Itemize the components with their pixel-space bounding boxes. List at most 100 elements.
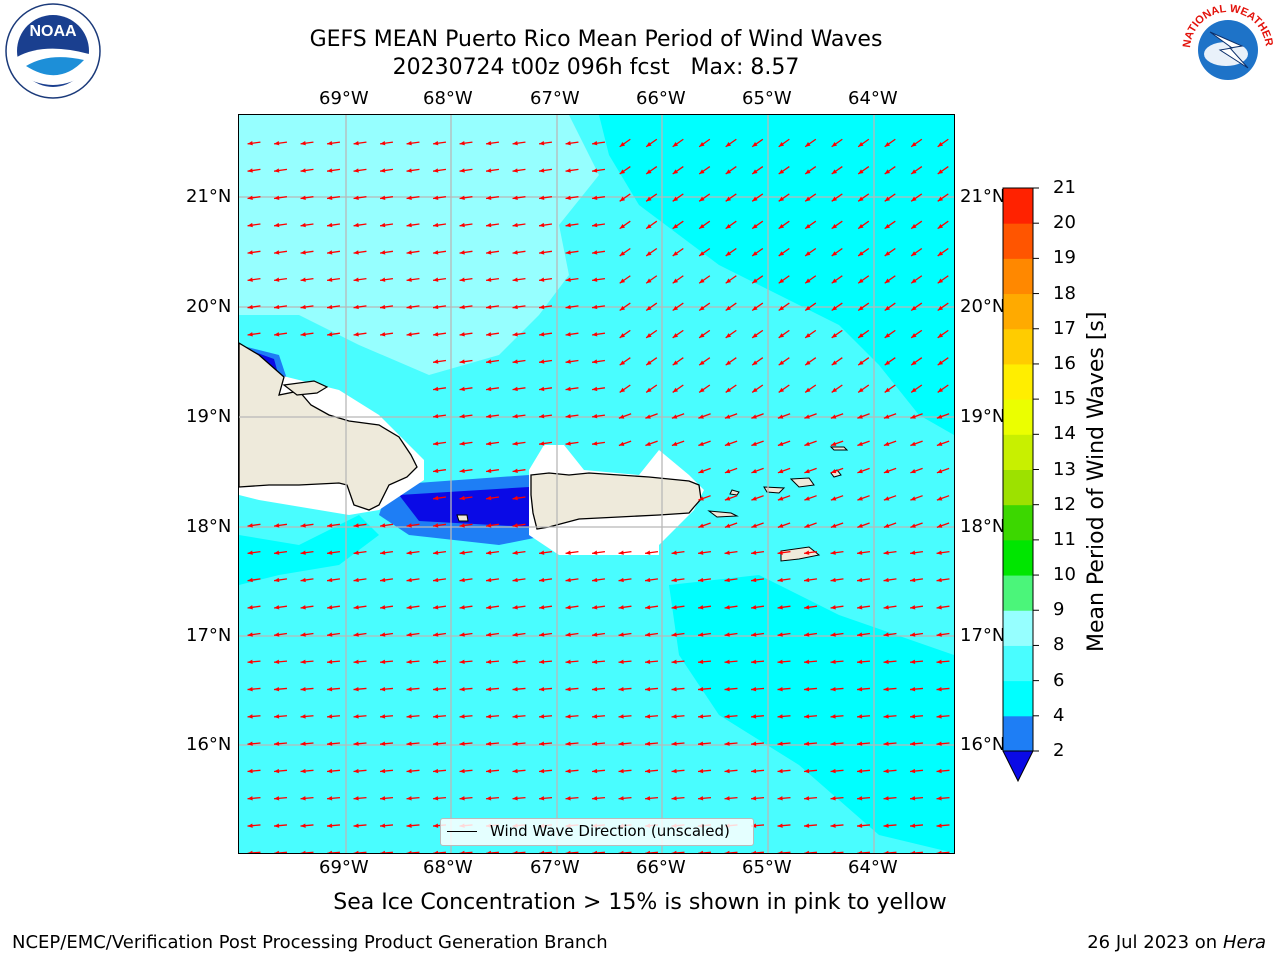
wind-wave-arrowhead — [327, 550, 333, 555]
wind-wave-arrowhead — [566, 850, 571, 853]
wind-wave-arrowhead — [301, 850, 306, 853]
wind-wave-arrowhead — [857, 577, 863, 583]
wind-wave-arrowhead — [751, 659, 757, 665]
wind-wave-arrowhead — [619, 223, 626, 229]
wind-wave-arrowhead — [698, 550, 704, 555]
colorbar-tick-label: 8 — [1053, 634, 1065, 656]
wind-wave-arrowhead — [327, 823, 333, 828]
wind-wave-arrowhead — [512, 441, 518, 446]
wind-wave-arrowhead — [539, 632, 545, 637]
wind-wave-arrowhead — [512, 796, 518, 801]
wind-wave-arrowhead — [672, 251, 679, 256]
wind-wave-arrowhead — [380, 195, 386, 200]
wind-wave-arrowhead — [883, 577, 889, 583]
wind-wave-arrowhead — [539, 386, 545, 392]
wind-wave-arrowhead — [618, 659, 624, 665]
wind-wave-arrowhead — [883, 632, 889, 637]
wind-wave-arrowhead — [751, 714, 757, 719]
wind-wave-arrowhead — [725, 387, 732, 393]
wind-wave-arrowhead — [830, 823, 836, 828]
wind-wave-arrowhead — [274, 605, 280, 610]
wind-wave-arrowhead — [910, 523, 916, 528]
wind-wave-arrowhead — [936, 441, 943, 446]
wind-wave-arrowhead — [777, 469, 784, 474]
wind-wave-arrowhead — [831, 333, 838, 338]
colorbar-segment — [1003, 258, 1033, 295]
wind-wave-arrowhead — [910, 469, 916, 474]
wind-wave-arrowhead — [725, 251, 732, 256]
wind-wave-arrowhead — [698, 469, 704, 474]
wind-wave-arrowhead — [459, 495, 465, 501]
wind-wave-arrowhead — [699, 305, 705, 311]
map-legend: Wind Wave Direction (unscaled) — [440, 818, 754, 846]
wind-wave-arrowhead — [857, 796, 863, 801]
wind-wave-arrowhead — [646, 223, 652, 229]
wind-wave-arrowhead — [592, 686, 598, 692]
wind-wave-arrowhead — [512, 768, 518, 774]
wind-wave-arrowhead — [724, 496, 731, 501]
wind-wave-arrowhead — [486, 495, 492, 501]
wind-wave-arrowhead — [353, 277, 359, 282]
wind-wave-arrowhead — [380, 304, 386, 310]
wind-wave-arrowhead — [804, 686, 810, 692]
wind-wave-arrowhead — [884, 850, 889, 853]
wind-wave-arrowhead — [777, 768, 783, 774]
wind-wave-arrowhead — [327, 195, 333, 200]
wind-wave-arrowhead — [778, 169, 785, 175]
wind-wave-arrow — [538, 851, 553, 853]
wind-wave-arrowhead — [433, 796, 439, 801]
wind-wave-arrowhead — [804, 823, 810, 828]
wind-wave-arrow — [856, 851, 871, 853]
wind-wave-arrowhead — [911, 387, 917, 393]
footer-machine: Hera — [1222, 932, 1266, 953]
wind-wave-arrowhead — [725, 360, 732, 366]
wind-wave-arrowhead — [936, 605, 942, 610]
wind-wave-arrowhead — [725, 305, 732, 311]
wind-wave-arrowhead — [618, 686, 624, 692]
wind-wave-arrowhead — [247, 659, 253, 665]
wind-wave-arrowhead — [804, 850, 810, 853]
wind-wave-arrowhead — [672, 360, 679, 366]
wind-wave-arrowhead — [380, 823, 386, 828]
wind-wave-arrowhead — [699, 251, 705, 256]
wind-wave-arrowhead — [327, 632, 333, 637]
wind-wave-arrowhead — [883, 823, 889, 828]
wind-wave-arrowhead — [406, 141, 412, 146]
wind-wave-arrowhead — [672, 196, 679, 202]
wind-wave-arrowhead — [459, 768, 465, 774]
wind-wave-arrowhead — [937, 142, 944, 147]
wind-wave-arrowhead — [274, 850, 280, 853]
wind-wave-arrowhead — [777, 414, 784, 419]
wind-wave-arrowhead — [698, 768, 704, 774]
wind-wave-arrowhead — [459, 468, 465, 473]
wind-wave-arrowhead — [725, 850, 730, 853]
wind-wave-arrowhead — [936, 686, 942, 692]
colorbar-tick-label: 13 — [1053, 458, 1076, 480]
wind-wave-arrowhead — [459, 441, 465, 446]
wind-wave-arrowhead — [512, 686, 518, 692]
wind-wave-arrowhead — [671, 659, 677, 665]
wind-wave-arrowhead — [247, 277, 253, 282]
wind-wave-arrowhead — [645, 714, 651, 719]
wind-wave-arrowhead — [671, 441, 678, 446]
wind-wave-arrowhead — [459, 195, 465, 200]
wind-wave-arrowhead — [300, 250, 306, 255]
wind-wave-arrowhead — [539, 686, 545, 692]
wind-wave-arrow — [909, 851, 924, 853]
wind-wave-arrowhead — [752, 278, 758, 284]
wind-wave-arrowhead — [565, 550, 571, 555]
wind-wave-arrowhead — [936, 414, 943, 419]
wind-wave-arrowhead — [858, 223, 864, 229]
wind-wave-arrowhead — [592, 277, 598, 282]
wind-wave-arrowhead — [247, 577, 253, 583]
wind-wave-arrowhead — [725, 333, 732, 338]
wind-wave-arrowhead — [883, 441, 890, 446]
wind-wave-arrowhead — [327, 659, 333, 665]
wind-wave-arrowhead — [937, 360, 944, 366]
wind-wave-arrowhead — [539, 141, 545, 146]
wind-wave-arrowhead — [353, 659, 359, 665]
wind-wave-arrowhead — [910, 823, 916, 828]
wind-wave-arrowhead — [672, 305, 679, 311]
wind-wave-arrowhead — [724, 659, 730, 665]
wind-wave-arrowhead — [486, 577, 492, 583]
